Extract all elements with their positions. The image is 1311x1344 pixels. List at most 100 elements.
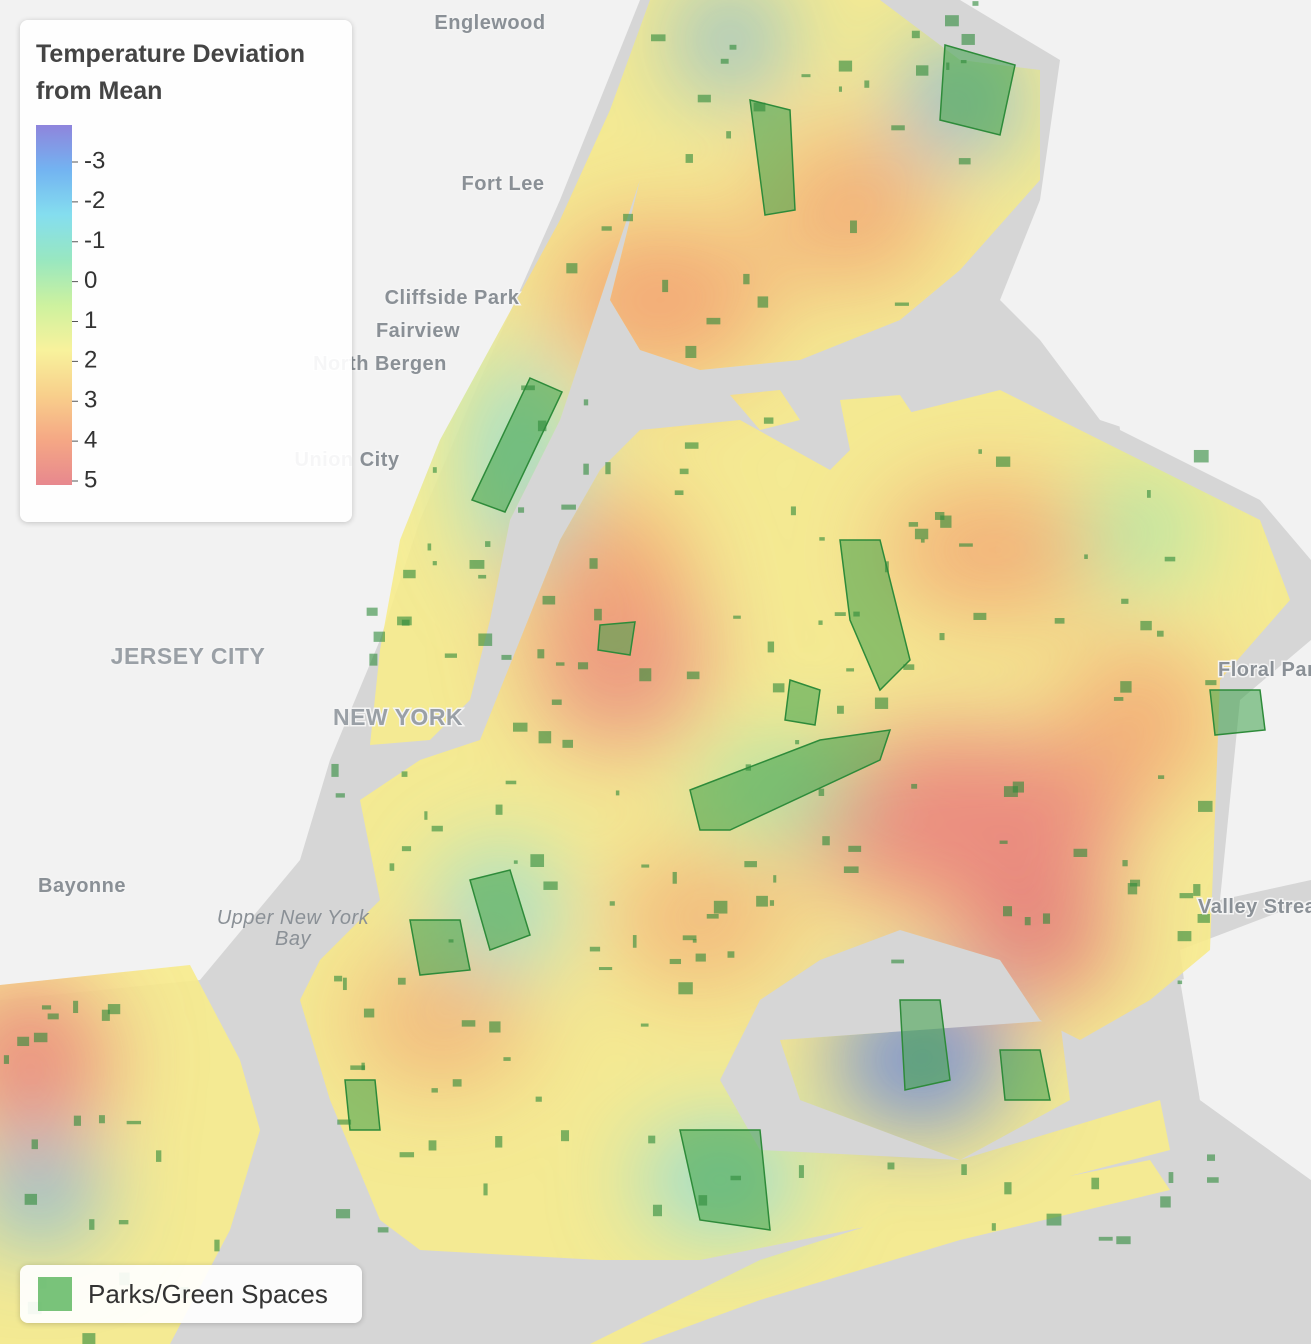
small-park bbox=[1158, 775, 1165, 779]
small-park bbox=[501, 654, 512, 660]
small-park bbox=[995, 456, 1011, 467]
small-park bbox=[940, 515, 952, 528]
small-park bbox=[1120, 681, 1132, 693]
place-label: Valley Stream bbox=[1198, 896, 1311, 918]
small-park bbox=[692, 939, 697, 943]
tick-label: -1 bbox=[84, 227, 105, 254]
place-label: NEW YORK bbox=[333, 704, 463, 730]
small-park bbox=[342, 977, 347, 991]
small-park bbox=[401, 771, 408, 777]
small-park bbox=[1193, 449, 1209, 463]
park bbox=[939, 44, 1016, 136]
small-park bbox=[543, 881, 558, 890]
small-park bbox=[478, 633, 493, 646]
small-park bbox=[973, 612, 987, 620]
park bbox=[344, 1079, 381, 1131]
small-park bbox=[757, 296, 769, 308]
small-park bbox=[727, 951, 735, 958]
small-park bbox=[214, 1239, 220, 1252]
small-park bbox=[848, 845, 862, 852]
parks-swatch bbox=[38, 1277, 72, 1311]
small-park bbox=[685, 154, 693, 163]
small-park bbox=[598, 967, 613, 971]
small-park bbox=[530, 854, 545, 868]
small-park bbox=[743, 273, 750, 285]
small-park bbox=[335, 793, 345, 798]
small-park bbox=[1003, 906, 1013, 917]
place-label: Floral Park bbox=[1218, 659, 1311, 681]
small-park bbox=[609, 901, 615, 906]
small-park bbox=[427, 543, 432, 551]
small-park bbox=[682, 935, 697, 941]
small-park bbox=[1003, 786, 1018, 797]
small-park bbox=[729, 44, 737, 50]
small-park bbox=[1046, 1213, 1062, 1226]
small-park bbox=[818, 788, 825, 796]
small-park bbox=[958, 158, 971, 165]
small-park bbox=[82, 1333, 96, 1344]
tick-label: 0 bbox=[84, 267, 97, 294]
small-park bbox=[640, 1023, 649, 1027]
tick-label: -3 bbox=[84, 147, 105, 174]
legend-title: Temperature Deviation from Mean bbox=[36, 40, 306, 105]
small-park bbox=[991, 1223, 996, 1231]
park bbox=[839, 539, 911, 692]
small-park bbox=[850, 220, 857, 234]
small-park bbox=[945, 15, 959, 27]
small-park bbox=[1127, 883, 1138, 895]
small-park bbox=[589, 946, 601, 952]
small-park bbox=[674, 490, 684, 496]
small-park bbox=[1140, 620, 1152, 631]
small-park bbox=[651, 34, 666, 42]
place-labels: Englewood Fort Lee Cliffside Park Fairvi… bbox=[37, 11, 1311, 951]
small-park bbox=[1207, 1177, 1219, 1183]
small-park bbox=[601, 226, 612, 231]
small-park bbox=[822, 836, 830, 846]
land-east bbox=[1100, 150, 1311, 560]
small-park bbox=[697, 94, 711, 103]
small-park bbox=[432, 467, 437, 473]
small-park bbox=[47, 1013, 59, 1020]
small-park bbox=[1116, 1236, 1131, 1245]
small-park bbox=[1084, 554, 1088, 559]
small-park bbox=[428, 1140, 437, 1151]
small-park bbox=[495, 804, 503, 815]
colorbar: -3 -2 -1 0 1 2 3 4 5 bbox=[36, 125, 105, 493]
small-park bbox=[1164, 556, 1176, 562]
small-park bbox=[915, 65, 929, 76]
small-park bbox=[1146, 490, 1151, 498]
small-park bbox=[798, 1165, 804, 1178]
small-park bbox=[772, 683, 785, 693]
small-park bbox=[483, 1183, 488, 1196]
small-park bbox=[401, 846, 412, 852]
small-park bbox=[518, 507, 525, 513]
parks-label: Parks/Green Spaces bbox=[88, 1279, 328, 1309]
small-park bbox=[978, 449, 982, 454]
small-park bbox=[89, 1219, 95, 1230]
small-park bbox=[678, 982, 693, 995]
small-park bbox=[795, 740, 800, 745]
small-park bbox=[1193, 884, 1201, 896]
small-park bbox=[632, 935, 637, 948]
small-park bbox=[594, 608, 602, 621]
small-park bbox=[3, 1055, 10, 1064]
place-label: Fort Lee bbox=[462, 173, 545, 195]
small-park bbox=[864, 80, 870, 88]
park bbox=[597, 621, 636, 656]
small-park bbox=[424, 811, 428, 820]
place-label: Cliffside Park bbox=[385, 287, 520, 309]
colorbar-ramp bbox=[36, 125, 72, 485]
tick-label: 4 bbox=[84, 426, 97, 453]
small-park bbox=[389, 863, 395, 871]
park bbox=[470, 377, 564, 513]
park bbox=[749, 99, 796, 216]
small-park bbox=[503, 1057, 511, 1061]
small-park bbox=[908, 522, 919, 527]
small-park bbox=[126, 1120, 142, 1125]
small-park bbox=[819, 537, 825, 541]
small-park bbox=[959, 543, 973, 547]
small-park bbox=[818, 620, 823, 625]
place-label: Englewood bbox=[434, 12, 545, 34]
small-park bbox=[733, 615, 741, 619]
small-park bbox=[1098, 1236, 1113, 1241]
